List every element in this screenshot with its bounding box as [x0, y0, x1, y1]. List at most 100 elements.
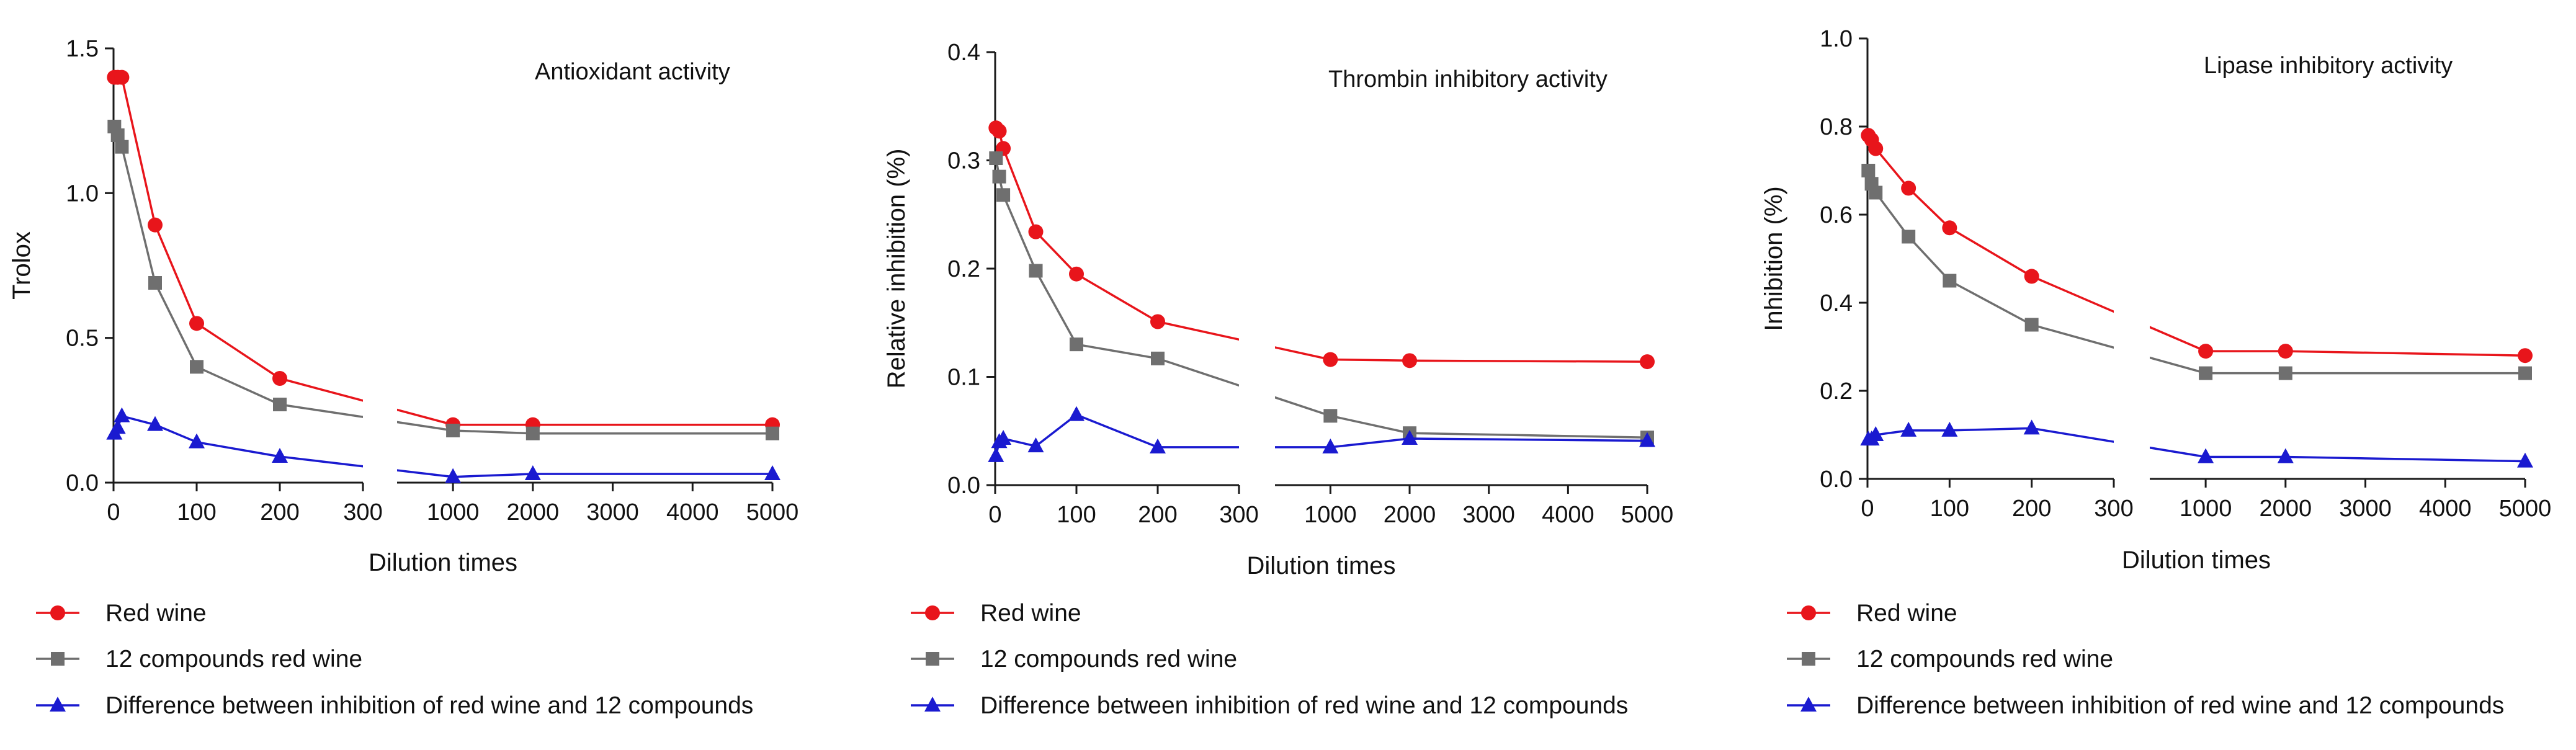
series-line	[113, 126, 363, 418]
y-axis-label: Trolox	[8, 231, 35, 300]
series-line	[1275, 346, 1648, 363]
series-line	[995, 127, 1239, 341]
data-point	[2278, 344, 2293, 359]
y-tick-label: 0.4	[947, 40, 980, 66]
chart-panel-2: 0.0 0.1 0.2 0.3 0.4 0 100 200 300 1000 2000 3000 400…	[883, 40, 1673, 719]
y-tick-label: 0.4	[1820, 290, 1853, 316]
y-tick-label: 1.5	[66, 36, 99, 62]
data-point	[1070, 337, 1083, 352]
legend-label: Red wine	[980, 600, 1081, 627]
data-point	[1900, 421, 1917, 437]
data-point	[2277, 448, 2294, 463]
data-point	[114, 407, 130, 422]
chart-panel-3: 0.0 0.2 0.4 0.6 0.8 1.0 0 100 200 300 1000 2000 3000…	[1760, 26, 2551, 719]
x-tick-label: 0	[988, 502, 1001, 528]
x-tick-label: 3000	[2339, 496, 2392, 522]
data-point	[2198, 344, 2214, 359]
y-tick-label: 0.2	[947, 256, 980, 282]
x-tick-label: 0	[1861, 496, 1874, 522]
data-point	[1942, 220, 1957, 236]
data-point	[110, 128, 125, 142]
legend-label: Difference between inhibition of red win…	[105, 692, 753, 719]
legend-marker	[1802, 652, 1815, 666]
series-1	[107, 69, 780, 432]
series-line	[1867, 135, 2114, 313]
data-point	[1943, 274, 1957, 288]
series-line	[397, 469, 772, 478]
x-tick-label: 200	[1138, 502, 1177, 528]
x-tick-label: 0	[107, 499, 120, 525]
y-tick-label: 0.0	[66, 470, 99, 496]
series-line	[1275, 396, 1648, 439]
series-line	[397, 421, 772, 435]
data-point	[995, 429, 1012, 445]
data-point	[109, 419, 126, 434]
data-point	[2517, 452, 2533, 468]
data-point	[1323, 352, 1338, 367]
series-3	[1860, 419, 2533, 468]
y-tick-label: 0.6	[1820, 202, 1853, 228]
x-axis-label: Dilution times	[369, 549, 517, 576]
chart-panel-1: 0.0 0.5 1.0 1.5 0 100 200 300 1000 2000 3000 4000 50…	[8, 36, 798, 719]
legend-marker	[924, 697, 941, 712]
x-tick-label: 1000	[2180, 496, 2232, 522]
legend-label: Difference between inhibition of red win…	[1856, 692, 2504, 719]
data-point	[1028, 224, 1044, 239]
data-point	[1323, 409, 1338, 423]
y-axis-label: Relative inhibition (%)	[883, 149, 910, 389]
chart-title: Antioxidant activity	[535, 59, 730, 85]
series-line	[2150, 356, 2525, 375]
y-tick-label: 0.3	[947, 148, 980, 174]
data-point	[148, 217, 163, 233]
data-point	[1068, 406, 1085, 421]
data-point	[189, 433, 205, 449]
data-point	[1069, 266, 1084, 282]
data-point	[2198, 448, 2214, 463]
x-tick-label: 300	[1219, 502, 1258, 528]
data-point	[147, 416, 163, 431]
data-point	[1150, 438, 1166, 453]
series-1	[1861, 128, 2533, 364]
legend-marker	[50, 605, 65, 620]
data-point	[1151, 351, 1165, 365]
legend-label: Difference between inhibition of red win…	[980, 692, 1628, 719]
x-tick-label: 300	[343, 499, 382, 525]
data-point	[2024, 318, 2039, 332]
legend: Red wine 12 compounds red wine Difference …	[911, 600, 1628, 719]
x-tick-label: 4000	[1542, 502, 1594, 528]
x-tick-label: 5000	[1621, 502, 1674, 528]
x-tick-label: 3000	[1462, 502, 1515, 528]
x-tick-label: 5000	[2499, 496, 2552, 522]
data-point	[1150, 314, 1165, 329]
series-2	[989, 151, 1654, 445]
series-line	[2150, 446, 2526, 463]
x-tick-label: 100	[177, 499, 216, 525]
series-3	[106, 407, 780, 483]
data-point	[2023, 419, 2040, 435]
data-point	[2518, 366, 2532, 380]
y-tick-label: 1.0	[1820, 26, 1853, 52]
data-point	[2024, 269, 2039, 284]
data-point	[2278, 366, 2292, 380]
chart-title: Lipase inhibitory activity	[2204, 53, 2453, 79]
legend-marker	[1800, 697, 1817, 712]
data-point	[996, 188, 1011, 202]
y-tick-label: 0.0	[947, 473, 980, 499]
y-axis-label: Inhibition (%)	[1760, 186, 1787, 331]
x-axis-label: Dilution times	[2122, 547, 2271, 574]
x-tick-label: 2000	[1384, 502, 1436, 528]
legend: Red wine 12 compounds red wine Difference …	[36, 600, 753, 719]
chart-title: Thrombin inhibitory activity	[1328, 66, 1608, 92]
data-point	[189, 316, 204, 331]
series-line	[995, 158, 1239, 387]
x-tick-label: 5000	[746, 499, 799, 525]
data-point	[1402, 429, 1418, 445]
data-point	[446, 424, 460, 437]
y-tick-label: 1.0	[66, 181, 99, 207]
legend-label: Red wine	[105, 600, 207, 627]
x-tick-label: 100	[1930, 496, 1969, 522]
data-point	[190, 360, 203, 374]
y-tick-label: 0.1	[947, 365, 980, 391]
x-tick-label: 4000	[666, 499, 719, 525]
